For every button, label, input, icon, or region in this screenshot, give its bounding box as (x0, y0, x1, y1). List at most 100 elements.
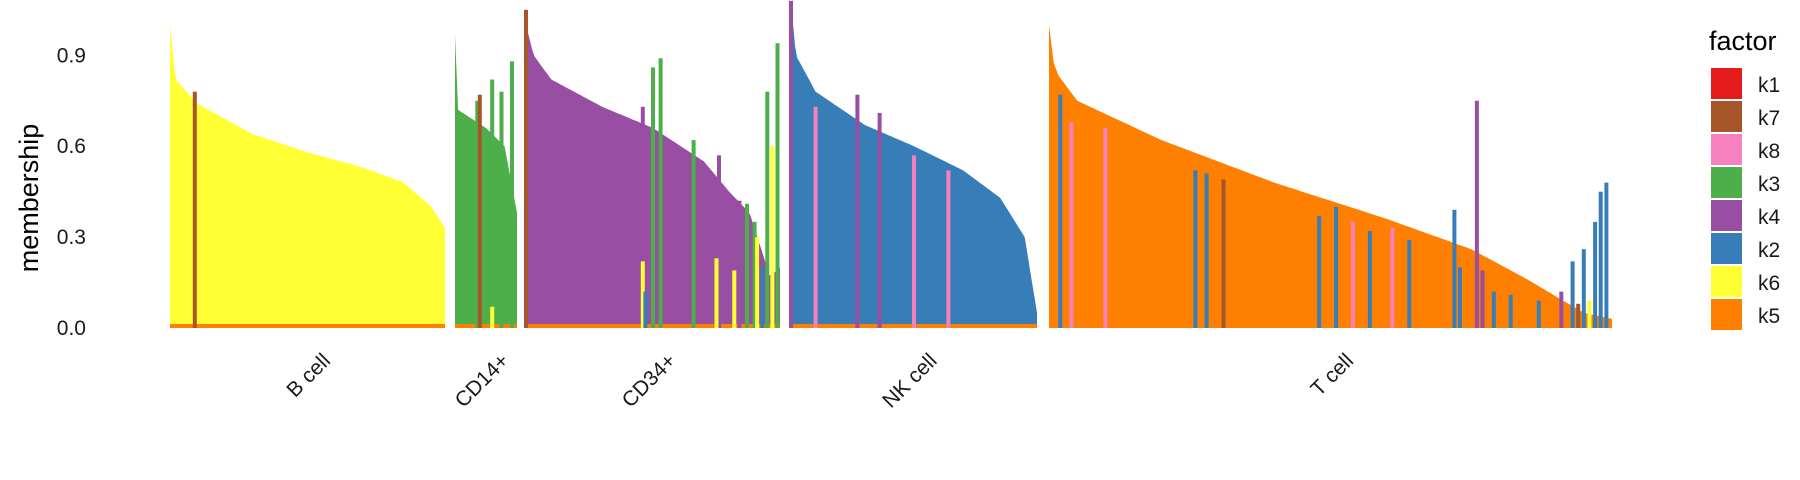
legend-label: k2 (1758, 239, 1780, 262)
y-tick-label: 0.6 (57, 135, 86, 158)
spike-k4 (789, 0, 793, 329)
spike-k2 (1452, 209, 1457, 328)
legend-swatch-k8 (1711, 134, 1742, 165)
legend-label: k8 (1758, 140, 1780, 163)
x-tick-label: B cell (282, 349, 335, 402)
spike-k2 (1593, 221, 1598, 328)
spike-k2 (760, 267, 765, 328)
spike-k6 (714, 258, 719, 328)
spike-k3 (691, 140, 696, 328)
spike-k2 (1367, 231, 1372, 328)
spike-k8 (1351, 221, 1355, 328)
group-cd14- (455, 34, 517, 329)
spike-k2 (1536, 300, 1541, 328)
x-tick-label: CD34+ (618, 349, 681, 412)
legend-label: k1 (1758, 74, 1780, 97)
spike-k8 (912, 155, 916, 328)
spike-k3 (775, 43, 780, 328)
membership-area-k6 (170, 25, 445, 328)
spike-k2 (1058, 94, 1063, 328)
spike-k2 (1334, 206, 1339, 328)
spike-k4 (1480, 270, 1485, 328)
spike-k2 (1407, 240, 1412, 328)
spike-k7 (192, 91, 197, 328)
spike-k2 (643, 291, 648, 328)
y-tick-label: 0.3 (57, 226, 86, 249)
legend-swatch-k6 (1711, 266, 1742, 297)
x-axis: B cell CD14+ CD34+ NK cell T cell (282, 349, 1358, 412)
spike-k8 (1069, 122, 1074, 328)
spike-k8 (1390, 228, 1395, 328)
spike-k7 (1221, 179, 1226, 328)
x-tick-label: CD14+ (451, 349, 514, 412)
spike-k6 (640, 261, 645, 328)
membership-area-k5 (1049, 25, 1612, 328)
spike-k2 (1204, 173, 1209, 328)
spike-k2 (1458, 267, 1462, 328)
plot-area (170, 0, 1612, 329)
spike-k2 (1193, 170, 1198, 328)
spike-k3 (651, 67, 655, 329)
spike-k3 (745, 203, 749, 328)
membership-area-k3 (455, 34, 517, 328)
spike-k3 (490, 79, 495, 328)
spike-k6 (770, 146, 775, 328)
spike-k8 (813, 106, 818, 328)
legend-label: k4 (1758, 206, 1781, 229)
spike-k2 (1508, 294, 1513, 328)
group-b-cell (170, 25, 445, 328)
legend-swatch-k2 (1711, 233, 1742, 264)
legend-title: factor (1709, 26, 1777, 56)
group-nk-cell (789, 0, 1037, 329)
spike-k6 (1587, 300, 1592, 328)
spike-k3 (765, 91, 770, 328)
x-tick-label: NK cell (878, 349, 941, 412)
spike-k2 (1491, 291, 1496, 328)
x-tick-label: T cell (1307, 349, 1358, 400)
spike-k8 (946, 170, 951, 328)
spike-k4 (1559, 291, 1564, 328)
spike-k3 (658, 58, 663, 329)
spike-k4 (640, 106, 645, 328)
spike-k2 (1581, 249, 1586, 328)
legend-swatch-k1 (1711, 68, 1742, 99)
spike-k3 (475, 100, 480, 329)
legend-swatch-k5 (1711, 299, 1742, 330)
spike-k4 (877, 112, 882, 329)
base-strip-k5 (455, 324, 517, 328)
spike-k7 (477, 94, 482, 328)
spike-k7 (1576, 303, 1581, 328)
spike-k6 (755, 237, 760, 328)
spike-k3 (499, 91, 504, 328)
spike-k4 (855, 94, 860, 328)
legend-swatch-k7 (1711, 101, 1742, 132)
spike-k6 (732, 270, 737, 328)
legend: factor k1 k7 k8 k3 k4 k2 k6 k5 (1709, 26, 1781, 330)
y-tick-label: 0.9 (57, 44, 86, 67)
y-tick-label: 0.0 (57, 317, 86, 340)
group-cd34- (524, 9, 780, 329)
spike-k2 (1604, 182, 1609, 328)
spike-k4 (717, 155, 721, 328)
spike-k3 (752, 221, 757, 328)
legend-swatch-k4 (1711, 200, 1742, 231)
base-strip-k5 (170, 324, 445, 328)
legend-label: k3 (1758, 173, 1780, 196)
legend-label: k5 (1758, 305, 1780, 328)
spike-k2 (1570, 261, 1575, 328)
legend-label: k7 (1758, 107, 1780, 130)
legend-label: k6 (1758, 272, 1780, 295)
spike-k2 (1598, 191, 1603, 328)
spike-k4 (737, 200, 742, 328)
spike-k6 (490, 306, 495, 328)
base-strip-k5 (1049, 324, 1612, 328)
y-axis-title: membership (14, 124, 44, 273)
legend-swatch-k3 (1711, 167, 1742, 198)
spike-k2 (1317, 215, 1322, 328)
spike-k8 (1103, 128, 1108, 328)
spike-k4 (1474, 100, 1479, 329)
y-axis: 0.0 0.3 0.6 0.9 (57, 44, 86, 340)
group-t-cell (1049, 25, 1612, 329)
spike-k7 (524, 9, 528, 329)
